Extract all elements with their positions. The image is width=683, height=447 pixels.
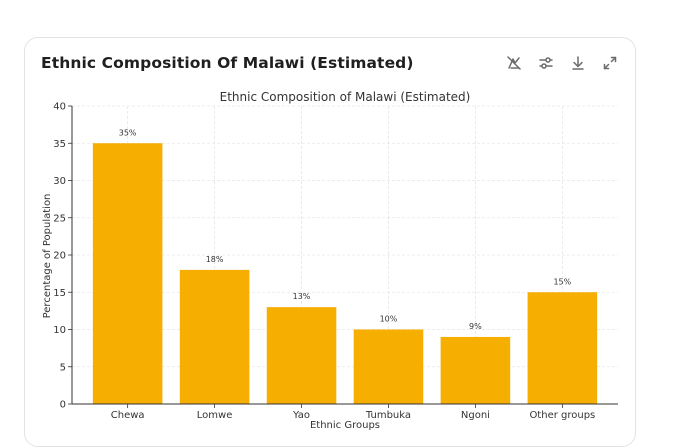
x-tick-label: Chewa [111,410,145,421]
download-button[interactable] [567,52,589,74]
y-tick-label: 5 [60,362,66,373]
bar-data-label: 18% [206,255,224,264]
y-tick-label: 25 [53,213,66,224]
bar-chewa[interactable] [92,143,163,404]
expand-icon [603,56,617,70]
bar-data-label: 15% [553,277,571,286]
y-tick-label: 0 [60,400,66,411]
chart-bars: 35% 18% 13% 10% 9% 15% [92,128,598,405]
bar-chart: 35% 18% 13% 10% 9% 15% 0 5 10 15 20 25 30 35 40 Chewa L… [42,90,618,431]
expand-button[interactable] [599,52,621,74]
bar-lomwe[interactable] [179,269,250,404]
settings-sliders-icon [539,57,553,69]
bar-tumbuka[interactable] [353,329,424,405]
y-tick-label: 35 [53,139,66,150]
y-tick-label: 40 [53,102,66,113]
x-tick-label: Other groups [529,410,595,421]
x-tick-label: Ngoni [461,410,490,421]
y-axis-label: Percentage of Population [42,194,53,319]
chart-title: Ethnic Composition of Malawi (Estimated) [220,90,471,104]
settings-button[interactable] [535,52,557,74]
y-tick-label: 15 [53,288,66,299]
bar-yao[interactable] [266,307,337,404]
bar-data-label: 35% [119,128,137,137]
chart-grid [72,105,618,404]
bar-data-label: 9% [469,322,482,331]
bar-ngoni[interactable] [440,336,511,404]
y-tick-label: 20 [53,251,66,262]
reset-view-button[interactable] [503,52,525,74]
bar-data-label: 10% [380,315,398,324]
x-tick-label: Tumbuka [365,410,411,421]
y-tick-label: 30 [53,176,66,187]
chart-axes: 0 5 10 15 20 25 30 35 40 Chewa Lomwe Yao Tumbuka Ngon… [53,102,618,421]
reset-view-icon [507,56,521,70]
x-tick-label: Lomwe [197,410,233,421]
bar-other-groups[interactable] [527,292,598,404]
y-tick-label: 10 [53,325,66,336]
bar-data-label: 13% [293,292,311,301]
chart-toolbar [503,52,621,74]
card-title: Ethnic Composition Of Malawi (Estimated) [41,54,414,72]
x-axis-label: Ethnic Groups [310,420,380,431]
x-tick-label: Yao [292,410,310,421]
download-icon [572,56,584,70]
